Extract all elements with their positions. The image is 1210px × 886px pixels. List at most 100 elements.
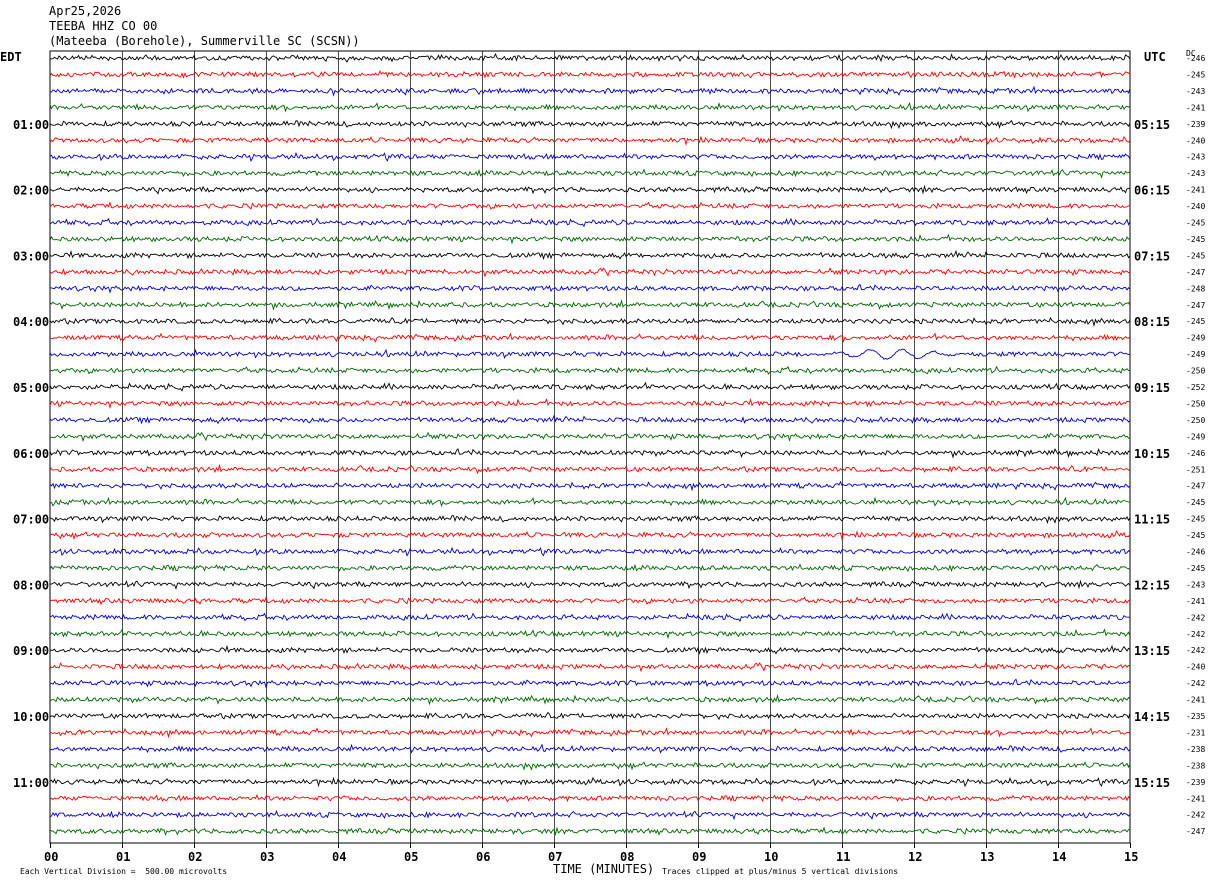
dc-offset-label: -243	[1186, 580, 1205, 589]
seismic-trace	[49, 101, 1131, 113]
seismic-trace	[49, 644, 1131, 655]
seismic-trace	[49, 70, 1131, 79]
edt-hour-label: 06:00	[13, 447, 49, 461]
station-label: TEEBA HHZ CO 00	[49, 19, 158, 33]
dc-offset-label: -239	[1186, 120, 1205, 129]
dc-offset-label: -242	[1186, 811, 1205, 820]
utc-hour-label: 10:15	[1134, 447, 1170, 461]
dc-offset-label: -235	[1186, 712, 1205, 721]
seismic-trace	[49, 217, 1131, 228]
x-tick-label: 05	[404, 850, 418, 864]
seismic-trace	[49, 398, 1131, 410]
dc-offset-label: -252	[1186, 383, 1205, 392]
dc-offset-label: -242	[1186, 630, 1205, 639]
seismic-trace	[49, 184, 1131, 195]
seismic-trace	[49, 447, 1131, 459]
dc-offset-label: -240	[1186, 202, 1205, 211]
plot-frame	[49, 50, 1131, 844]
dc-offset-label: -251	[1186, 465, 1205, 474]
date-label: Apr25,2026	[49, 4, 122, 18]
edt-hour-label: 11:00	[13, 776, 49, 790]
seismic-trace	[49, 53, 1131, 63]
x-tick-label: 07	[548, 850, 562, 864]
seismic-trace	[49, 693, 1131, 706]
dc-offset-label: -239	[1186, 778, 1205, 787]
seismic-trace	[49, 332, 1131, 343]
seismic-trace	[49, 579, 1131, 590]
x-tick-label: 04	[332, 850, 346, 864]
dc-offset-label: -241	[1186, 103, 1205, 112]
utc-hour-label: 15:15	[1134, 776, 1170, 790]
seismic-trace	[49, 661, 1131, 673]
seismic-trace	[50, 283, 1131, 294]
dc-offset-label: -245	[1186, 564, 1205, 573]
utc-hour-label: 07:15	[1134, 249, 1170, 263]
dc-offset-label: -243	[1186, 87, 1205, 96]
edt-hour-label: 07:00	[13, 513, 49, 527]
seismic-trace	[49, 201, 1131, 210]
dc-offset-label: -247	[1186, 827, 1205, 836]
utc-hour-label: 13:15	[1134, 644, 1170, 658]
seismic-trace	[49, 463, 1131, 475]
x-tick-label: 09	[692, 850, 706, 864]
utc-hour-label: 08:15	[1134, 315, 1170, 329]
seismic-trace	[49, 431, 1131, 443]
x-tick-label: 13	[980, 850, 994, 864]
seismic-trace	[49, 826, 1131, 836]
dc-offset-label: -238	[1186, 745, 1205, 754]
utc-hour-label: 14:15	[1134, 710, 1170, 724]
x-tick-label: 11	[836, 850, 850, 864]
dc-offset-label: -240	[1186, 136, 1205, 145]
seismic-trace	[49, 530, 1131, 541]
x-tick-label: 00	[44, 850, 58, 864]
dc-offset-label: -247	[1186, 301, 1205, 310]
dc-offset-label: -246	[1186, 449, 1205, 458]
dc-offset-label: -243	[1186, 169, 1205, 178]
seismic-trace	[49, 414, 1131, 425]
edt-hour-label: 02:00	[13, 184, 49, 198]
seismic-trace	[49, 678, 1131, 689]
dc-offset-label: -245	[1186, 251, 1205, 260]
seismic-trace	[49, 761, 1131, 771]
utc-hour-label: 12:15	[1134, 578, 1170, 592]
dc-offset-label: -248	[1186, 284, 1205, 293]
dc-offset-label: -245	[1186, 235, 1205, 244]
dc-offset-label: -246	[1186, 54, 1205, 63]
dc-offset-label: -250	[1186, 367, 1205, 376]
seismic-trace	[49, 727, 1130, 739]
x-tick-label: 06	[476, 850, 490, 864]
x-tick-label: 14	[1052, 850, 1066, 864]
dc-offset-label: -241	[1186, 696, 1205, 705]
seismic-trace	[49, 316, 1131, 328]
dc-offset-label: -241	[1186, 597, 1205, 606]
x-tick-label: 01	[116, 850, 130, 864]
seismic-trace	[49, 793, 1131, 803]
dc-offset-label: -245	[1186, 219, 1205, 228]
dc-offset-label: -242	[1186, 613, 1205, 622]
seismic-trace	[49, 381, 1131, 392]
utc-hour-label: 11:15	[1134, 513, 1170, 527]
x-tick-label: 02	[188, 850, 202, 864]
dc-offset-label: -246	[1186, 548, 1205, 557]
seismic-trace	[49, 628, 1131, 640]
seismic-trace	[49, 596, 1131, 606]
seismic-trace	[49, 249, 1131, 261]
seismic-trace	[49, 809, 1131, 821]
utc-hour-label: 06:15	[1134, 184, 1170, 198]
edt-hour-label: 04:00	[13, 315, 49, 329]
clip-note: Traces clipped at plus/minus 5 vertical …	[662, 867, 899, 876]
seismic-trace	[49, 612, 1130, 623]
edt-hour-label: 01:00	[13, 118, 49, 132]
edt-hour-label: 09:00	[13, 644, 49, 658]
x-axis-label: TIME (MINUTES)	[553, 862, 655, 876]
seismic-trace	[49, 743, 1131, 754]
seismic-trace	[49, 514, 1131, 524]
x-tick-label: 15	[1124, 850, 1138, 864]
dc-offset-label: -247	[1186, 268, 1205, 277]
seismic-trace	[49, 711, 1131, 721]
dc-offset-label: -241	[1186, 186, 1205, 195]
x-tick-label: 08	[620, 850, 634, 864]
edt-hour-label: 03:00	[13, 249, 49, 263]
seismic-trace	[49, 496, 1131, 508]
x-tick-label: 03	[260, 850, 274, 864]
